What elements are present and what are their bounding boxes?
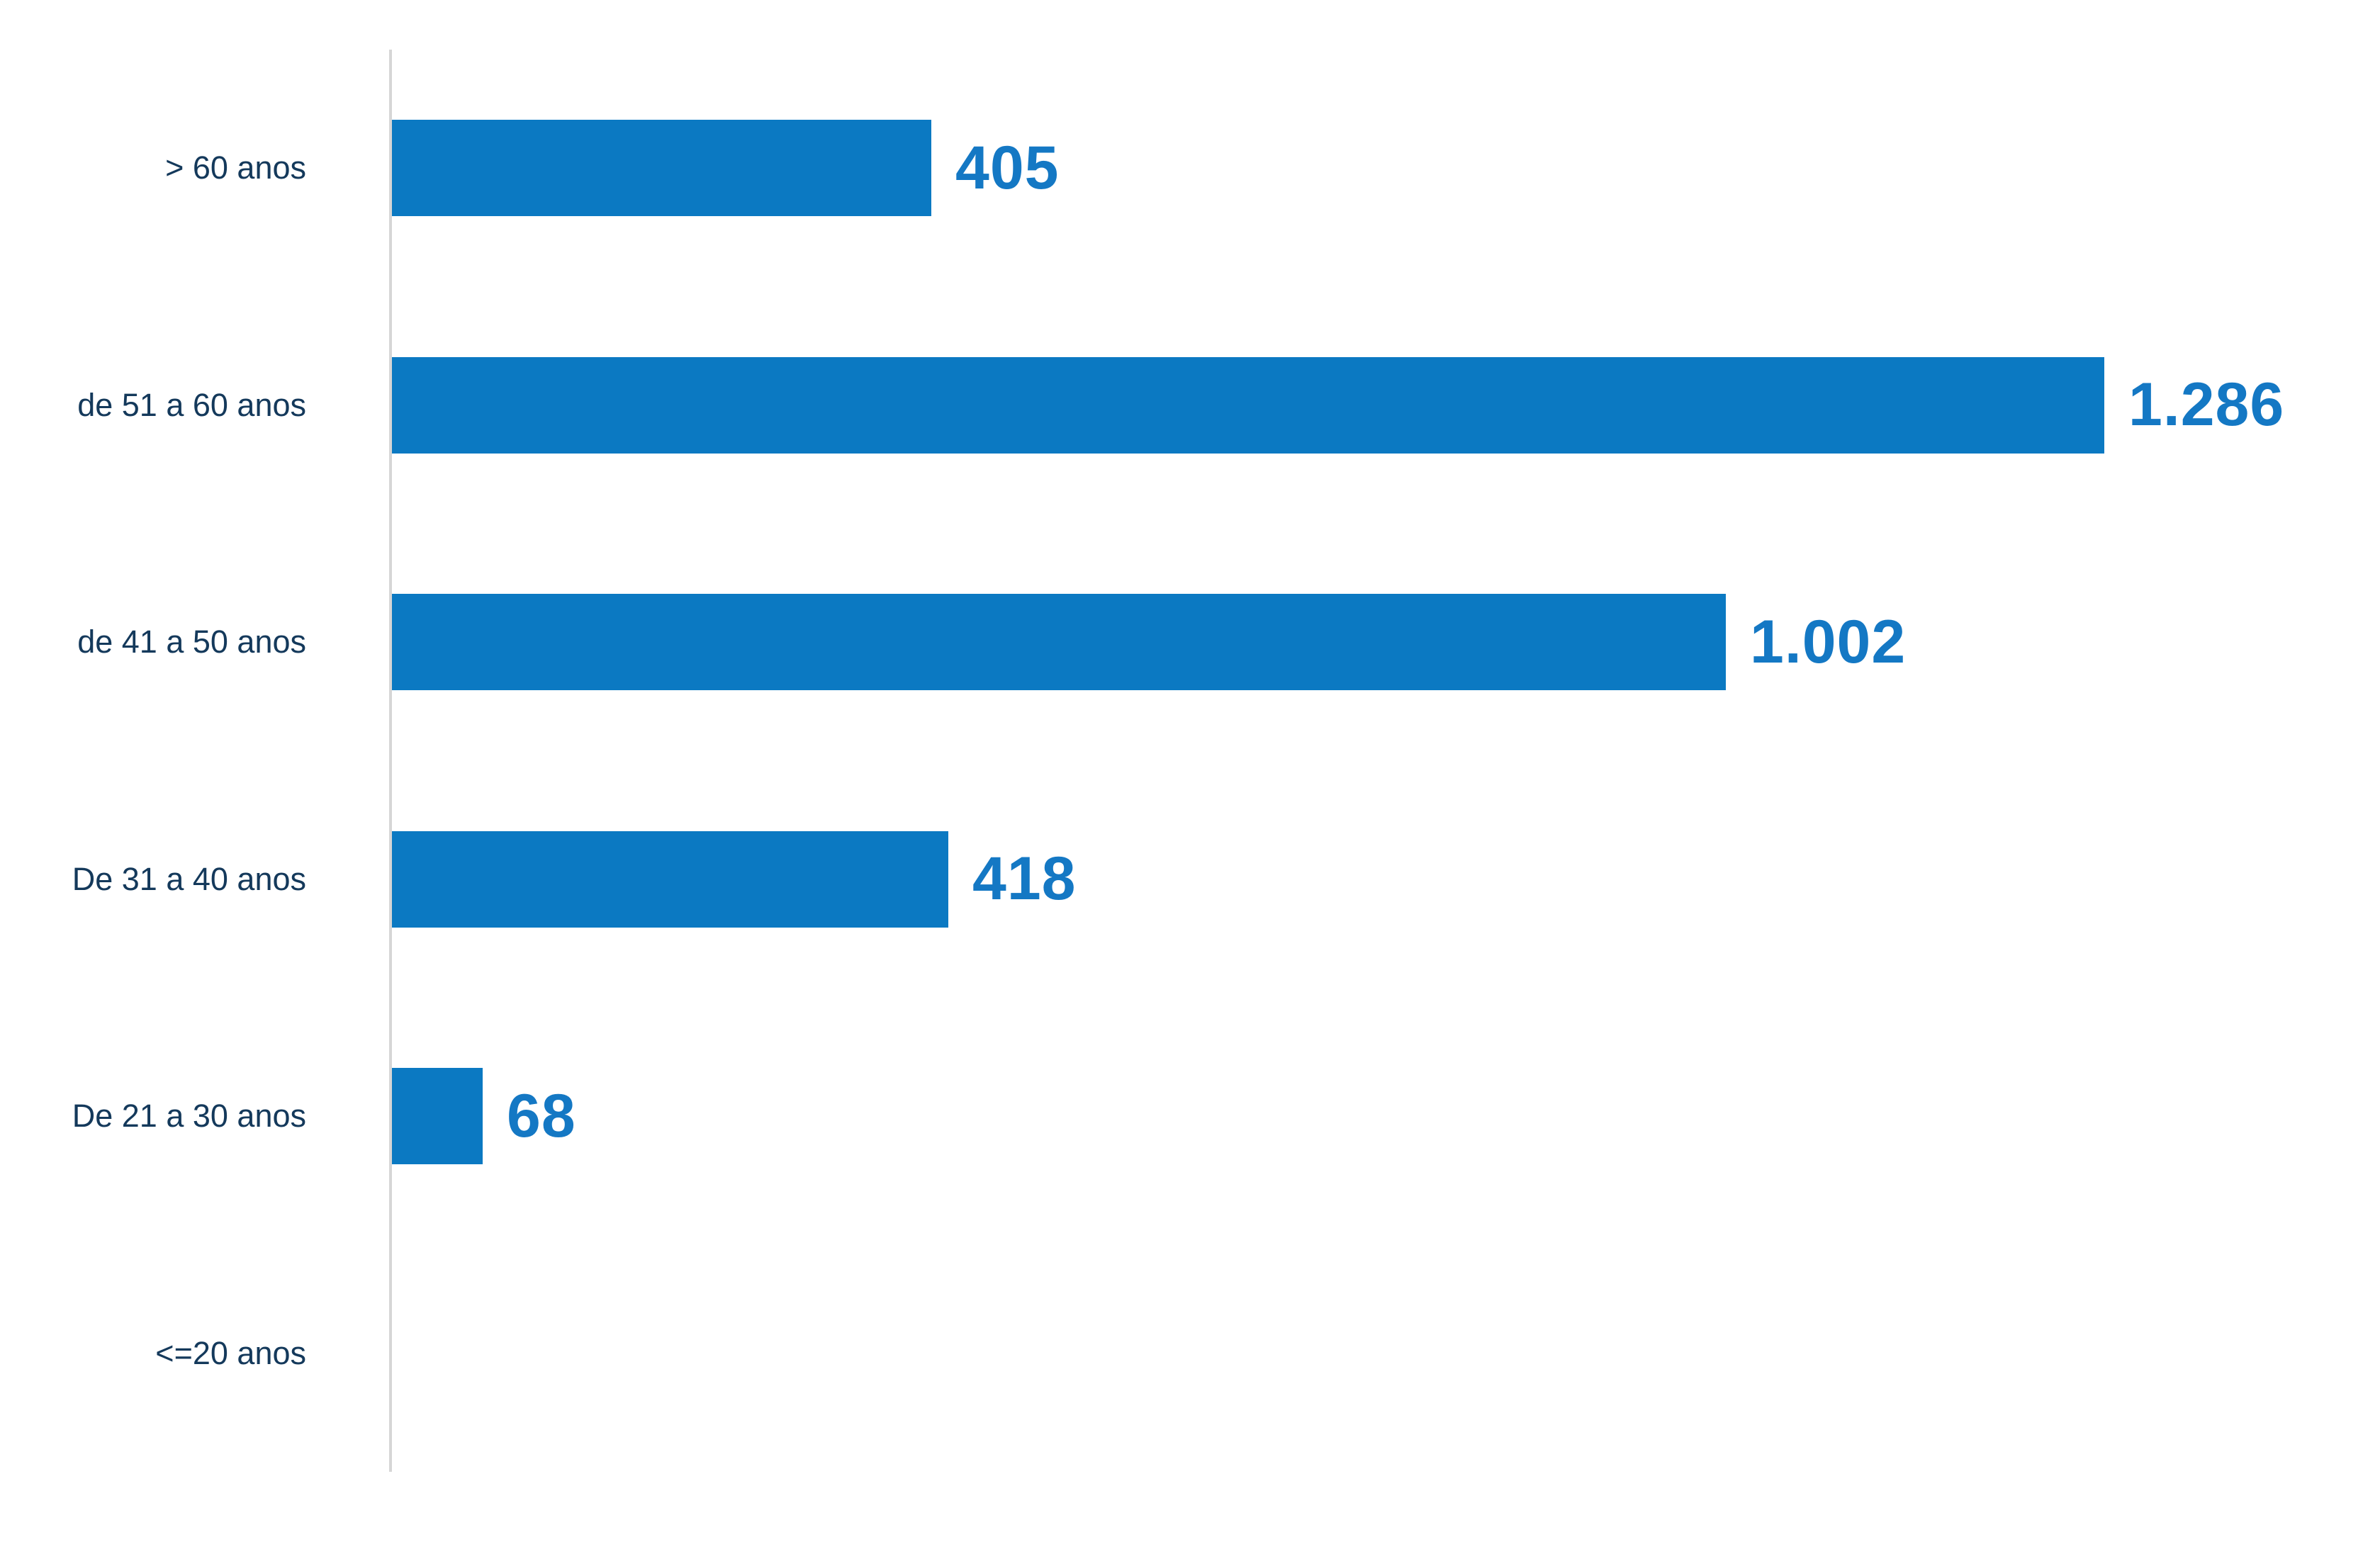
bar-chart: > 60 anos 405 de 51 a 60 anos 1.286 de 41 a …: [0, 50, 2380, 1472]
plot-area: 1.286: [389, 286, 2380, 524]
value-label: 418: [972, 845, 1077, 913]
chart-row: > 60 anos 405: [0, 50, 2380, 287]
category-label: de 41 a 50 anos: [77, 624, 306, 660]
value-label: 1.286: [2128, 371, 2285, 439]
chart-row: de 41 a 50 anos 1.002: [0, 524, 2380, 761]
chart-row: De 31 a 40 anos 418: [0, 760, 2380, 998]
bar: [392, 356, 2104, 454]
chart-row: De 21 a 30 anos 68: [0, 998, 2380, 1235]
value-label: 405: [955, 133, 1060, 202]
plot-area: [389, 1234, 2380, 1472]
category-label: De 21 a 30 anos: [72, 1098, 306, 1134]
plot-area: 418: [389, 760, 2380, 998]
category-label: De 31 a 40 anos: [72, 860, 306, 897]
value-label: 68: [507, 1081, 576, 1150]
category-label: > 60 anos: [165, 150, 306, 186]
plot-area: 68: [389, 998, 2380, 1235]
category-label: de 51 a 60 anos: [77, 386, 306, 423]
chart-row: <=20 anos: [0, 1234, 2380, 1472]
bar: [392, 1068, 483, 1165]
plot-area: 405: [389, 50, 2380, 287]
bar: [392, 594, 1726, 691]
bar: [392, 831, 948, 928]
plot-area: 1.002: [389, 524, 2380, 761]
bar: [392, 120, 931, 217]
value-label: 1.002: [1750, 607, 1907, 676]
chart-row: de 51 a 60 anos 1.286: [0, 286, 2380, 524]
category-label: <=20 anos: [155, 1334, 306, 1371]
